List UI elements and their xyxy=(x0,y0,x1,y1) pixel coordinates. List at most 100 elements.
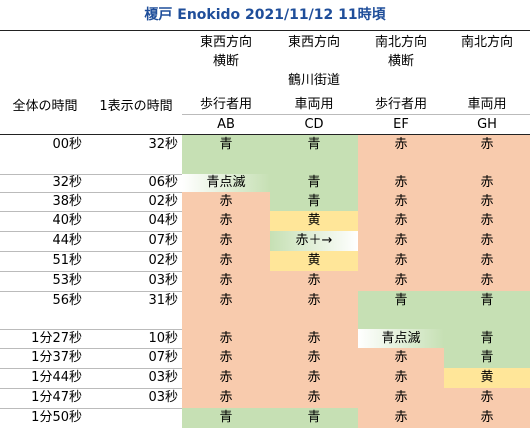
signal-cell xyxy=(270,368,358,388)
display-time-header: 1表示の時間 xyxy=(99,99,173,114)
col-ef-heading-2: 横断 xyxy=(387,54,414,69)
col-gh-code: GH xyxy=(477,117,497,132)
col-ab-code: AB xyxy=(217,117,235,132)
signal-cell xyxy=(444,348,530,368)
signal-cell xyxy=(270,348,358,368)
signal-gh: 青 xyxy=(480,331,494,346)
signal-cell xyxy=(182,408,270,428)
signal-cd: 赤＋→ xyxy=(295,233,333,248)
row-divider xyxy=(0,192,182,193)
signal-ab: 赤 xyxy=(219,233,233,248)
signal-ef: 赤 xyxy=(394,213,408,228)
signal-ab: 赤 xyxy=(219,194,233,209)
signal-cell xyxy=(182,174,270,192)
col-ab-heading-2: 横断 xyxy=(212,54,239,69)
row-display-time: 31秒 xyxy=(148,293,178,308)
row-divider xyxy=(0,368,182,369)
row-divider xyxy=(0,388,182,389)
signal-cell xyxy=(182,388,270,408)
row-display-time: 03秒 xyxy=(148,390,178,405)
signal-cell xyxy=(444,231,530,251)
row-total-time: 56秒 xyxy=(52,293,82,308)
row-divider xyxy=(0,271,182,272)
row-total-time: 1分37秒 xyxy=(31,350,82,365)
signal-cell xyxy=(270,211,358,231)
row-display-time: 07秒 xyxy=(148,350,178,365)
row-display-time: 04秒 xyxy=(148,213,178,228)
signal-ef: 赤 xyxy=(394,233,408,248)
row-display-time: 03秒 xyxy=(148,273,178,288)
divider-top xyxy=(0,30,530,31)
signal-cell xyxy=(270,192,358,211)
signal-cell xyxy=(270,329,358,348)
row-display-time: 06秒 xyxy=(148,175,178,190)
signal-cell xyxy=(358,231,444,251)
row-display-time: 02秒 xyxy=(148,194,178,209)
signal-cd: 赤 xyxy=(307,390,321,405)
signal-gh: 赤 xyxy=(480,273,494,288)
total-time-header: 全体の時間 xyxy=(12,99,78,114)
signal-ef: 赤 xyxy=(394,370,408,385)
row-total-time: 44秒 xyxy=(52,233,82,248)
signal-cell xyxy=(182,271,270,291)
col-cd-heading-1: 東西方向 xyxy=(287,35,340,50)
row-total-time: 00秒 xyxy=(52,137,82,152)
divider-header xyxy=(0,134,530,135)
signal-ab: 赤 xyxy=(219,293,233,308)
signal-gh: 青 xyxy=(480,293,494,308)
signal-cell xyxy=(182,192,270,211)
signal-cell xyxy=(444,408,530,428)
signal-gh: 黄 xyxy=(480,370,494,385)
signal-gh: 赤 xyxy=(480,410,494,425)
row-display-time: 32秒 xyxy=(148,137,178,152)
signal-gh: 赤 xyxy=(480,233,494,248)
signal-cell xyxy=(270,135,358,174)
page-title: 榎戸 Enokido 2021/11/12 11時頃 xyxy=(144,7,386,23)
signal-cell xyxy=(270,174,358,192)
signal-cell xyxy=(444,329,530,348)
signal-ef: 青点滅 xyxy=(381,331,421,346)
signal-ab: 青 xyxy=(219,410,233,425)
signal-cell xyxy=(444,291,530,329)
row-total-time: 38秒 xyxy=(52,194,82,209)
row-total-time: 32秒 xyxy=(52,175,82,190)
signal-cell xyxy=(444,192,530,211)
signal-ef: 赤 xyxy=(394,390,408,405)
col-ef-code: EF xyxy=(393,117,409,132)
signal-cell xyxy=(182,211,270,231)
signal-ab: 青点滅 xyxy=(206,175,246,190)
signal-ab: 赤 xyxy=(219,370,233,385)
signal-ef: 赤 xyxy=(394,273,408,288)
row-divider xyxy=(0,174,182,175)
signal-gh: 赤 xyxy=(480,253,494,268)
signal-cd: 赤 xyxy=(307,331,321,346)
signal-cell xyxy=(444,388,530,408)
row-display-time: 03秒 xyxy=(148,370,178,385)
row-total-time: 1分50秒 xyxy=(31,410,82,425)
row-total-time: 40秒 xyxy=(52,213,82,228)
col-cd-type: 車両用 xyxy=(294,97,334,112)
signal-cell xyxy=(182,291,270,329)
signal-gh: 赤 xyxy=(480,137,494,152)
signal-ef: 赤 xyxy=(394,350,408,365)
signal-cell xyxy=(358,291,444,329)
signal-cell xyxy=(444,135,530,174)
row-total-time: 1分27秒 xyxy=(31,331,82,346)
signal-cell xyxy=(270,291,358,329)
signal-ab: 赤 xyxy=(219,253,233,268)
signal-ef: 赤 xyxy=(394,194,408,209)
signal-gh: 赤 xyxy=(480,390,494,405)
signal-cd: 赤 xyxy=(307,370,321,385)
row-total-time: 53秒 xyxy=(52,273,82,288)
col-gh-type: 車両用 xyxy=(467,97,507,112)
signal-ef: 青 xyxy=(394,293,408,308)
signal-ab: 赤 xyxy=(219,213,233,228)
row-divider xyxy=(0,231,182,232)
signal-ab: 赤 xyxy=(219,350,233,365)
divider-type-code xyxy=(182,114,530,115)
signal-cd: 赤 xyxy=(307,273,321,288)
signal-ab: 赤 xyxy=(219,390,233,405)
row-total-time: 51秒 xyxy=(52,253,82,268)
signal-cd: 黄 xyxy=(307,213,321,228)
signal-gh: 青 xyxy=(480,350,494,365)
